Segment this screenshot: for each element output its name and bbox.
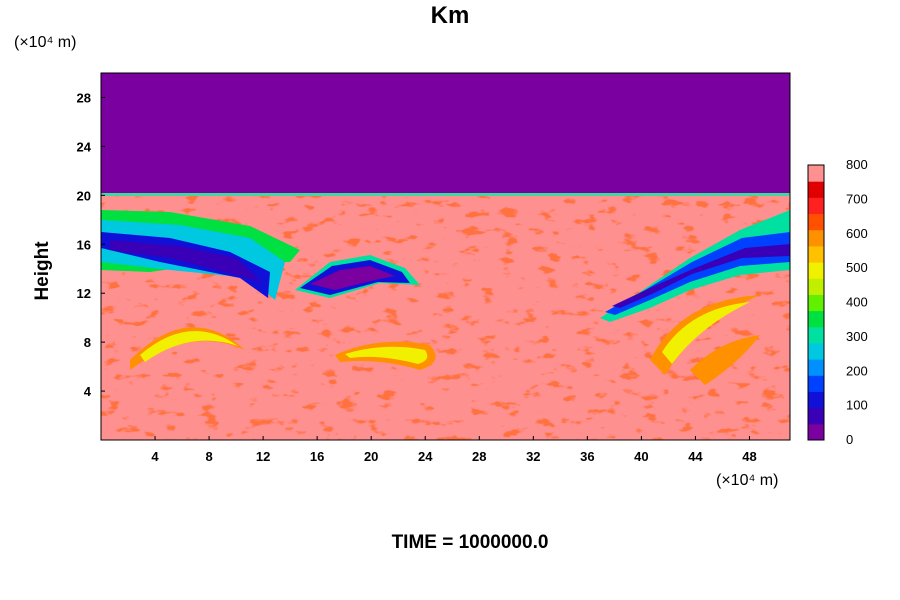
x-tick-label: 16 — [310, 449, 324, 464]
field-band — [310, 266, 395, 290]
y-axis-ticks: 4 8 12 16 20 24 28 — [77, 90, 105, 399]
field-band — [612, 244, 790, 308]
y-axis-unit: (×10⁴ m) — [14, 34, 77, 51]
y-tick-label: 12 — [77, 286, 91, 301]
chart-title: Km — [430, 2, 470, 29]
y-tick-label: 28 — [77, 90, 91, 105]
colorbar-tick-label: 600 — [846, 226, 868, 241]
x-tick-label: 36 — [580, 449, 594, 464]
colorbar-swatch — [808, 294, 824, 312]
colorbar-swatch — [808, 326, 824, 344]
y-tick-label: 24 — [77, 139, 92, 154]
field-band — [690, 335, 760, 385]
y-tick-label: 16 — [77, 237, 91, 252]
x-tick-label: 12 — [256, 449, 270, 464]
field-band — [662, 302, 750, 364]
x-tick-label: 40 — [634, 449, 648, 464]
x-tick-label: 8 — [205, 449, 212, 464]
x-tick-label: 48 — [742, 449, 756, 464]
colorbar-tick-label: 200 — [846, 363, 868, 378]
colorbar-tick-label: 700 — [846, 191, 868, 206]
colorbar-tick-label: 400 — [846, 295, 868, 310]
colorbar-tick-label: 500 — [846, 260, 868, 275]
x-axis-ticks: 4 8 12 16 20 24 28 32 36 40 44 48 — [151, 436, 757, 464]
colorbar-swatch — [808, 310, 824, 328]
colorbar-frame — [807, 164, 825, 441]
colorbar-swatch — [808, 213, 824, 231]
colorbar-swatch — [808, 262, 824, 279]
y-tick-label: 8 — [84, 335, 91, 350]
x-tick-label: 24 — [418, 449, 433, 464]
colorbar-swatch — [808, 423, 824, 441]
colorbar-swatch — [808, 359, 824, 376]
colorbar-swatch — [808, 407, 824, 425]
colorbar-tick-label: 100 — [846, 398, 868, 413]
colorbar-swatch — [808, 181, 824, 198]
colorbar-swatch — [808, 245, 824, 263]
field-layer-edge — [101, 193, 790, 196]
x-tick-label: 32 — [526, 449, 540, 464]
colorbar-swatch — [808, 342, 824, 360]
x-tick-label: 28 — [472, 449, 486, 464]
x-tick-label: 20 — [364, 449, 378, 464]
colorbar-swatch — [808, 229, 824, 247]
field-band — [345, 346, 428, 364]
colorbar-swatch — [808, 278, 824, 295]
y-tick-label: 4 — [84, 384, 92, 399]
colorbar-tick-label: 0 — [846, 432, 853, 447]
plot-frame — [100, 72, 791, 441]
colorbar-tick-label: 300 — [846, 329, 868, 344]
time-label: TIME = 1000000.0 — [391, 532, 549, 553]
y-tick-label: 20 — [77, 188, 91, 203]
x-axis-unit: (×10⁴ m) — [716, 472, 779, 489]
field-band — [110, 240, 262, 282]
x-tick-label: 4 — [151, 449, 159, 464]
heatmap-field — [101, 73, 790, 440]
colorbar-tick-label: 800 — [846, 157, 868, 172]
colorbar: 0 100 200 300 400 500 600 700 800 — [807, 157, 868, 447]
x-tick-label: 44 — [688, 449, 703, 464]
colorbar-swatch — [808, 391, 824, 409]
field-band — [140, 330, 238, 362]
field-upper-layer — [101, 73, 790, 194]
colorbar-swatch — [808, 375, 824, 392]
colorbar-swatch — [808, 197, 824, 215]
colorbar-swatch — [808, 165, 824, 182]
